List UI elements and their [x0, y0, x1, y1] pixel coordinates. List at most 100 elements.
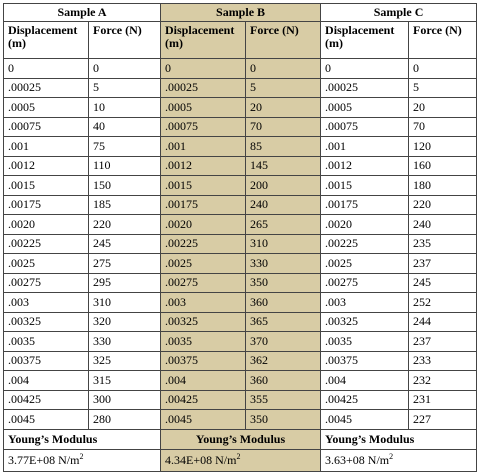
displacement-cell: .003: [320, 292, 410, 313]
displacement-cell: .00075: [320, 116, 410, 137]
table-row: .0025 275.0025 330.0025 237: [3, 253, 478, 274]
table-row: .00175 185.00175 240.00175 220: [3, 194, 478, 215]
force-cell: 5: [245, 77, 322, 98]
force-cell: 231: [408, 389, 478, 410]
force-cell: 240: [245, 194, 322, 215]
force-cell: 120: [408, 136, 478, 157]
displacement-cell: .00225: [320, 233, 410, 254]
displacement-cell: .00375: [320, 350, 410, 371]
modulus-value: 3.63+08 N/m: [325, 452, 390, 467]
displacement-cell: .0005: [3, 97, 89, 118]
displacement-cell: .00175: [3, 194, 89, 215]
column-header: Displacement (m): [3, 21, 89, 59]
displacement-cell: .003: [3, 292, 89, 313]
force-cell: 360: [245, 292, 322, 313]
table-row: 3.77E+08 N/m2 4.34E+08 N/m2 3.63+08 N/m2: [2, 448, 478, 472]
displacement-cell: .001: [320, 136, 410, 157]
force-cell: 300: [87, 389, 162, 410]
sample-header: Sample A: [2, 3, 162, 22]
force-cell: 240: [408, 214, 478, 235]
displacement-cell: .004: [3, 370, 89, 391]
force-cell: 40: [87, 116, 162, 137]
table-row: .0020 220.0020 265.0020 240: [3, 214, 478, 235]
force-cell: 360: [245, 370, 322, 391]
displacement-cell: .0045: [160, 409, 247, 430]
displacement-cell: 0: [3, 58, 89, 79]
displacement-cell: .00375: [3, 350, 89, 371]
column-header: Force (N): [245, 21, 322, 59]
displacement-cell: .00025: [160, 77, 247, 98]
modulus-label: Young’s Modulus: [320, 428, 478, 450]
table-row: .004 315.004 360.004 232: [3, 370, 478, 391]
displacement-cell: .00175: [160, 194, 247, 215]
displacement-cell: .0035: [160, 331, 247, 352]
force-cell: 355: [245, 389, 322, 410]
displacement-cell: .0012: [3, 155, 89, 176]
force-cell: 5: [87, 77, 162, 98]
force-cell: 310: [87, 292, 162, 313]
force-cell: 220: [408, 194, 478, 215]
displacement-cell: .00275: [160, 272, 247, 293]
displacement-cell: .004: [160, 370, 247, 391]
force-cell: 150: [87, 175, 162, 196]
force-cell: 310: [245, 233, 322, 254]
force-cell: 244: [408, 311, 478, 332]
displacement-cell: .0012: [160, 155, 247, 176]
table-row: .001 75.001 85.001 120: [3, 136, 478, 157]
force-cell: 185: [87, 194, 162, 215]
force-cell: 110: [87, 155, 162, 176]
displacement-cell: .00375: [160, 350, 247, 371]
displacement-cell: .00325: [3, 311, 89, 332]
modulus-value: 4.34E+08 N/m: [165, 452, 237, 467]
force-cell: 350: [245, 409, 322, 430]
force-cell: 330: [87, 331, 162, 352]
displacement-cell: .00025: [3, 77, 89, 98]
force-cell: 370: [245, 331, 322, 352]
force-cell: 200: [245, 175, 322, 196]
displacement-cell: .0015: [320, 175, 410, 196]
force-cell: 245: [87, 233, 162, 254]
table-row: Sample A Sample B Sample C: [2, 3, 478, 22]
displacement-cell: 0: [160, 58, 247, 79]
column-header: Force (N): [408, 21, 478, 59]
table-row: .00275 295.00275 350.00275 245: [3, 272, 478, 293]
displacement-cell: .0025: [320, 253, 410, 274]
force-cell: 280: [87, 409, 162, 430]
displacement-cell: .00325: [320, 311, 410, 332]
modulus-cell: 3.63+08 N/m2: [320, 448, 478, 472]
table-row: .0012 110.0012 145.0012 160: [3, 155, 478, 176]
table-row: .00375 325.00375 362.00375 233: [3, 350, 478, 371]
force-cell: 330: [245, 253, 322, 274]
displacement-cell: .00425: [160, 389, 247, 410]
modulus-cell: 4.34E+08 N/m2: [160, 448, 322, 472]
displacement-cell: .0045: [320, 409, 410, 430]
displacement-cell: .0012: [320, 155, 410, 176]
column-header: Force (N): [87, 21, 162, 59]
force-cell: 160: [408, 155, 478, 176]
force-cell: 325: [87, 350, 162, 371]
displacement-cell: .00425: [320, 389, 410, 410]
table-row: .00425 300.00425 355.00425 231: [3, 389, 478, 410]
sample-header: Sample C: [320, 3, 478, 22]
displacement-cell: .00175: [320, 194, 410, 215]
force-cell: 0: [245, 58, 322, 79]
table-body: Sample A Sample B Sample C Displacement (m)…: [2, 3, 478, 472]
table-row: .00325 320.00325 365.00325 244: [3, 311, 478, 332]
force-cell: 315: [87, 370, 162, 391]
column-header: Displacement (m): [320, 21, 410, 59]
table-row: Young’s Modulus Young’s Modulus Young’s Mo…: [2, 428, 478, 450]
force-cell: 237: [408, 331, 478, 352]
force-cell: 295: [87, 272, 162, 293]
displacement-cell: .00275: [3, 272, 89, 293]
force-cell: 75: [87, 136, 162, 157]
modulus-unit-exponent: 2: [79, 451, 84, 461]
force-cell: 227: [408, 409, 478, 430]
force-cell: 365: [245, 311, 322, 332]
modulus-label: Young’s Modulus: [160, 428, 322, 450]
displacement-cell: .0045: [3, 409, 89, 430]
force-cell: 0: [87, 58, 162, 79]
force-cell: 10: [87, 97, 162, 118]
table-row: .0045 280.0045 350.0045 227: [3, 409, 478, 430]
